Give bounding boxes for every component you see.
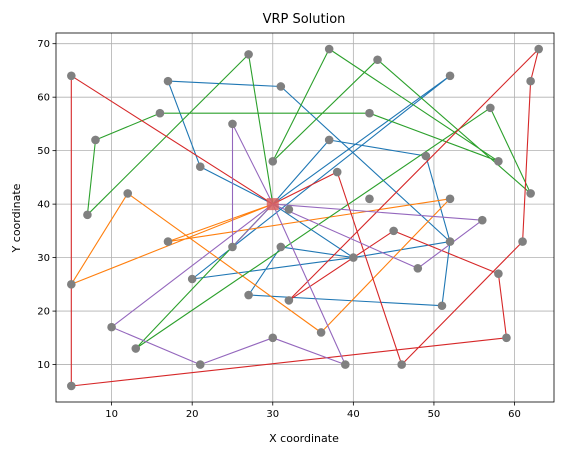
- customer-point: [518, 237, 527, 246]
- grid: [56, 33, 554, 402]
- customer-point: [445, 71, 455, 81]
- customer-point: [123, 189, 133, 198]
- x-axis-label: X coordinate: [269, 432, 339, 445]
- customer-point: [163, 237, 173, 246]
- chart-title: VRP Solution: [263, 12, 346, 27]
- customer-point: [421, 151, 431, 161]
- customer-point: [445, 237, 455, 246]
- customer-point: [494, 269, 503, 278]
- y-tick-label: 10: [37, 360, 50, 371]
- customer-point: [477, 215, 487, 225]
- y-tick-label: 30: [37, 253, 50, 264]
- customer-point: [413, 264, 423, 273]
- customer-point: [244, 50, 253, 59]
- x-tick-label: 10: [105, 409, 118, 420]
- customer-point: [228, 242, 237, 252]
- customer-point: [373, 55, 382, 65]
- customer-point: [83, 210, 92, 220]
- customer-point: [284, 205, 294, 214]
- customer-point: [365, 194, 374, 204]
- customer-point: [228, 119, 237, 129]
- customer-point: [284, 296, 294, 305]
- y-tick-label: 60: [37, 93, 50, 104]
- customer-point: [91, 135, 100, 145]
- customer-point: [187, 274, 197, 284]
- customer-point: [389, 226, 398, 236]
- customer-point: [276, 242, 286, 252]
- customer-point: [534, 44, 543, 54]
- customer-point: [340, 360, 350, 369]
- y-tick-label: 40: [37, 200, 50, 211]
- customer-point: [268, 333, 278, 343]
- customer-point: [526, 76, 535, 86]
- customer-point: [526, 189, 535, 198]
- customer-point: [445, 194, 455, 204]
- customer-point: [107, 322, 116, 332]
- customer-point: [349, 253, 358, 262]
- customer-point: [67, 71, 76, 81]
- customer-point: [163, 76, 173, 86]
- x-axis-ticks: 10 20 30 40 50 60: [105, 402, 521, 420]
- x-tick-label: 30: [266, 409, 279, 420]
- customer-point: [131, 344, 141, 353]
- customer-point: [324, 135, 334, 145]
- x-tick-label: 40: [347, 409, 360, 420]
- customer-point: [244, 290, 253, 300]
- customer-point: [195, 162, 205, 171]
- customer-point: [155, 108, 165, 118]
- x-tick-label: 20: [186, 409, 199, 420]
- y-tick-label: 50: [37, 146, 50, 157]
- y-tick-label: 20: [37, 307, 50, 318]
- customer-point: [502, 333, 511, 343]
- x-tick-label: 60: [508, 409, 521, 420]
- customer-point: [316, 328, 326, 337]
- customer-point: [268, 157, 278, 166]
- customer-point: [67, 381, 76, 391]
- customer-point: [437, 301, 447, 311]
- y-axis-ticks: 10 20 30 40 50 60 70: [37, 39, 56, 371]
- depot-marker-group: [266, 198, 279, 211]
- customer-points: [67, 44, 543, 391]
- customer-point: [332, 167, 342, 177]
- x-tick-label: 50: [428, 409, 441, 420]
- customer-point: [67, 280, 76, 289]
- route-line-4: [86, 48, 532, 350]
- customer-point: [365, 108, 374, 118]
- y-axis-label: Y coordinate: [10, 183, 23, 253]
- customer-point: [324, 44, 334, 54]
- customer-point: [397, 360, 406, 369]
- customer-point: [195, 360, 205, 369]
- customer-point: [486, 103, 495, 113]
- plot-frame: [55, 32, 555, 403]
- depot-marker: [266, 198, 279, 211]
- y-tick-label: 70: [37, 39, 50, 50]
- customer-point: [276, 82, 286, 91]
- customer-point: [494, 157, 503, 166]
